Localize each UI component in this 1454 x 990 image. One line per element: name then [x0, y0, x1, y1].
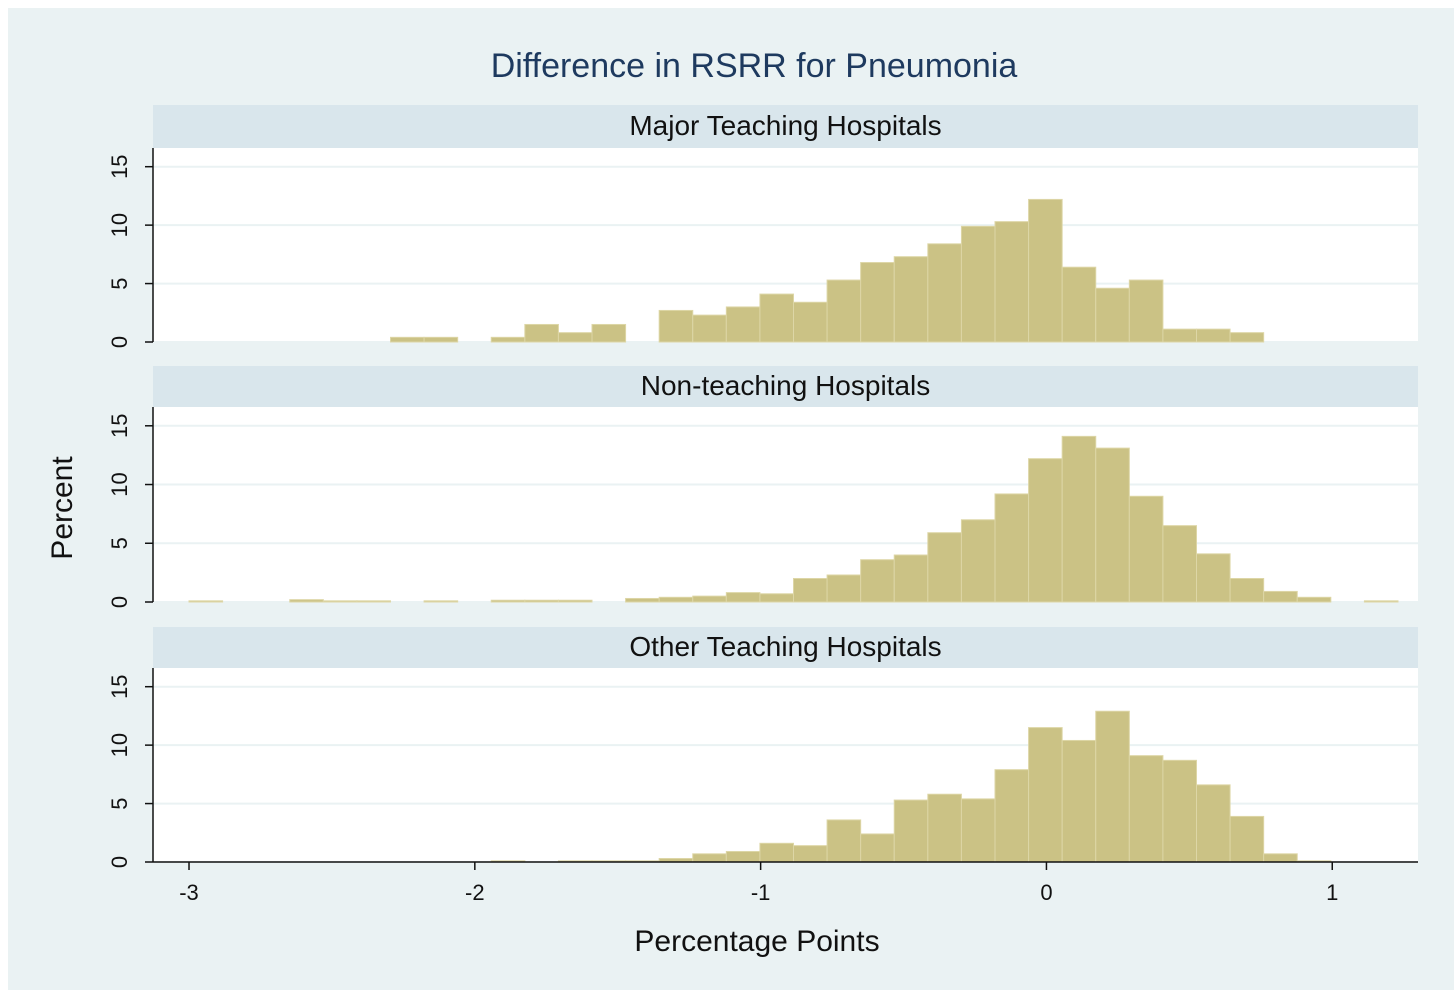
bar — [1263, 853, 1298, 863]
strip — [153, 627, 1418, 668]
x-tick-label: -1 — [751, 880, 771, 905]
bar — [490, 599, 526, 603]
bar — [927, 793, 962, 863]
y-tick-label: 10 — [107, 213, 132, 237]
bar — [860, 262, 895, 343]
bar — [893, 554, 929, 603]
bar — [692, 853, 727, 863]
bar — [1095, 710, 1130, 863]
bar — [524, 599, 559, 603]
bar — [423, 336, 459, 343]
bar — [1195, 784, 1231, 863]
bar — [1128, 755, 1164, 863]
bar — [1061, 435, 1097, 603]
x-tick-label: 1 — [1326, 880, 1338, 905]
bar — [390, 336, 425, 343]
bar — [1229, 332, 1265, 343]
bar — [860, 559, 895, 603]
bar — [692, 595, 727, 603]
bar — [1128, 495, 1164, 603]
bar — [1028, 727, 1063, 863]
bar — [1229, 578, 1265, 603]
bar — [289, 599, 324, 603]
bar — [1061, 739, 1097, 863]
bar — [759, 842, 795, 863]
bar — [960, 798, 996, 863]
bar — [1128, 279, 1164, 343]
bar — [1229, 815, 1265, 863]
y-tick-label: 15 — [107, 414, 132, 438]
y-tick-label: 5 — [107, 277, 132, 289]
y-tick-label: 0 — [107, 856, 132, 868]
bar — [1028, 458, 1063, 603]
panel-title: Non-teaching Hospitals — [641, 370, 931, 401]
y-tick-label: 15 — [107, 154, 132, 178]
y-tick-label: 0 — [107, 336, 132, 348]
bar — [793, 301, 828, 343]
y-tick-label: 10 — [107, 733, 132, 757]
bar — [860, 833, 895, 863]
bar — [826, 574, 862, 603]
bar — [1296, 596, 1332, 603]
bar — [759, 293, 795, 343]
bar — [1162, 525, 1197, 603]
bar — [1195, 328, 1231, 343]
bar — [725, 592, 761, 603]
chart-title: Difference in RSRR for Pneumonia — [491, 47, 1018, 85]
bar — [826, 279, 862, 343]
bar — [960, 519, 996, 603]
bar — [356, 600, 392, 603]
bar — [1028, 198, 1063, 343]
bar — [524, 323, 559, 343]
bar — [793, 578, 828, 603]
bar — [322, 600, 358, 603]
bar — [960, 225, 996, 343]
bar — [1095, 287, 1130, 343]
strip — [153, 105, 1418, 148]
bar — [692, 314, 727, 343]
y-tick-label: 5 — [107, 537, 132, 549]
bar — [826, 819, 862, 863]
bar — [557, 332, 593, 343]
y-tick-label: 0 — [107, 596, 132, 608]
bar — [1263, 590, 1298, 603]
bar — [625, 597, 660, 603]
bar — [1095, 447, 1130, 603]
bar — [725, 306, 761, 343]
bar — [793, 845, 828, 863]
bar — [658, 309, 694, 343]
bar — [591, 323, 627, 343]
y-tick-label: 10 — [107, 472, 132, 496]
y-tick-label: 5 — [107, 797, 132, 809]
bar — [658, 596, 694, 603]
bar — [490, 336, 526, 343]
bar — [927, 532, 962, 603]
bar — [1195, 553, 1231, 603]
bar — [1363, 600, 1399, 603]
bar — [725, 850, 761, 863]
panel-title: Other Teaching Hospitals — [629, 631, 941, 662]
x-axis-label: Percentage Points — [634, 925, 879, 958]
bar — [557, 599, 593, 603]
y-axis-label: Percent — [46, 456, 79, 560]
bar — [893, 799, 929, 863]
strip — [153, 366, 1418, 407]
bar — [994, 769, 1030, 863]
bar — [423, 600, 459, 603]
bar — [188, 600, 224, 603]
bar — [1162, 328, 1197, 343]
bar — [927, 243, 962, 343]
bar — [759, 593, 795, 603]
x-tick-label: -3 — [179, 880, 199, 905]
x-tick-label: 0 — [1040, 880, 1052, 905]
x-tick-label: -2 — [465, 880, 485, 905]
bar — [994, 221, 1030, 343]
panel-title: Major Teaching Hospitals — [629, 110, 941, 141]
bar — [893, 256, 929, 343]
bar — [1061, 266, 1097, 343]
y-tick-label: 15 — [107, 674, 132, 698]
bar — [1162, 759, 1197, 863]
bar — [994, 493, 1030, 603]
